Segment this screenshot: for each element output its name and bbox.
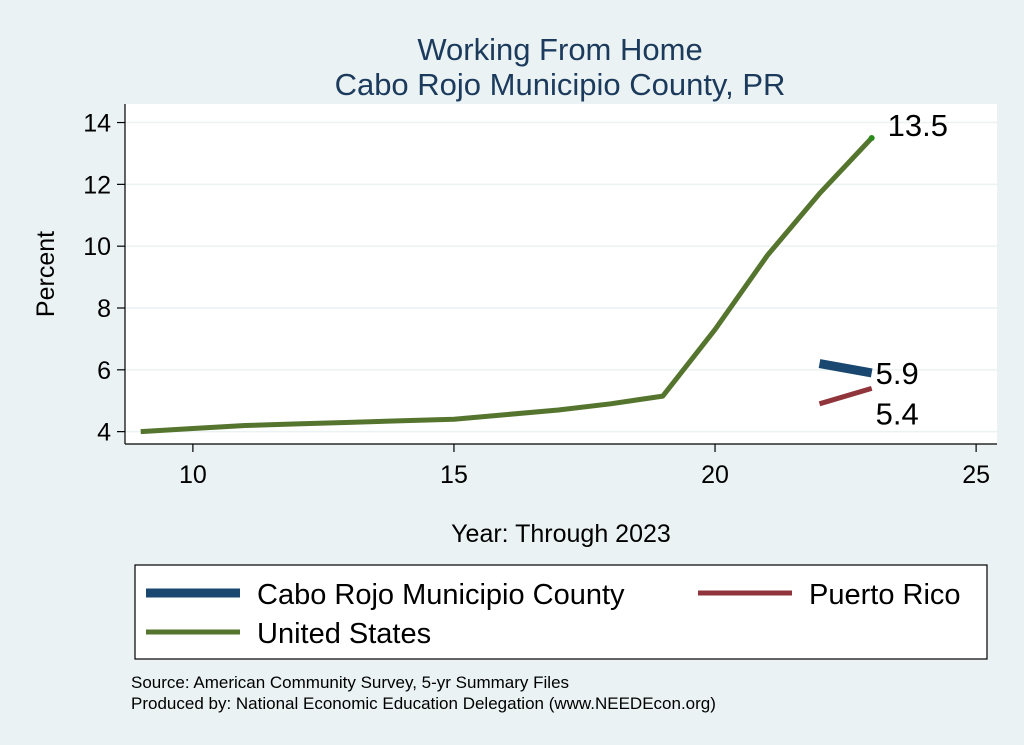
legend-label: United States [257,618,431,650]
end-value-label-0: 5.9 [876,356,919,391]
legend: Cabo Rojo Municipio County Puerto Rico Uni… [134,564,988,660]
legend-label: Puerto Rico [809,579,961,611]
plot-area [125,104,997,444]
y-tick-label: 14 [83,110,111,138]
y-axis: 4 6 8 10 12 14 [83,104,126,447]
chart-title-line-1: Working From Home [417,32,702,67]
series-line-1 [818,386,873,407]
x-axis: 10 15 20 25 [125,443,997,489]
end-value-label-2: 13.5 [888,108,948,143]
series-line-2 [140,136,874,435]
x-tick-label: 15 [440,461,468,489]
series-layer [140,135,875,435]
chart-title-line-2: Cabo Rojo Municipio County, PR [335,67,786,102]
y-axis-label: Percent [32,231,60,317]
x-tick-label: 10 [179,461,207,489]
legend-label: Cabo Rojo Municipio County [257,579,625,611]
y-tick-label: 12 [83,171,111,199]
x-tick-label: 25 [962,461,990,489]
end-value-label-1: 5.4 [876,396,919,431]
data-labels: 13.5 5.4 5.9 [876,108,948,431]
y-tick-label: 6 [97,357,111,385]
source-note: Source: American Community Survey, 5-yr … [131,673,569,692]
y-tick-label: 10 [83,233,111,261]
x-tick-label: 20 [701,461,729,489]
legend-box [134,564,988,660]
x-axis-label: Year: Through 2023 [451,520,671,548]
series-endpoint-marker [868,135,875,141]
y-tick-label: 8 [97,295,111,323]
series-line-0 [818,359,873,378]
grid-lines [125,121,997,433]
produced-by-note: Produced by: National Economic Education… [131,694,716,713]
legend-items: Cabo Rojo Municipio County Puerto Rico Uni… [146,579,961,650]
y-tick-label: 4 [97,419,111,447]
